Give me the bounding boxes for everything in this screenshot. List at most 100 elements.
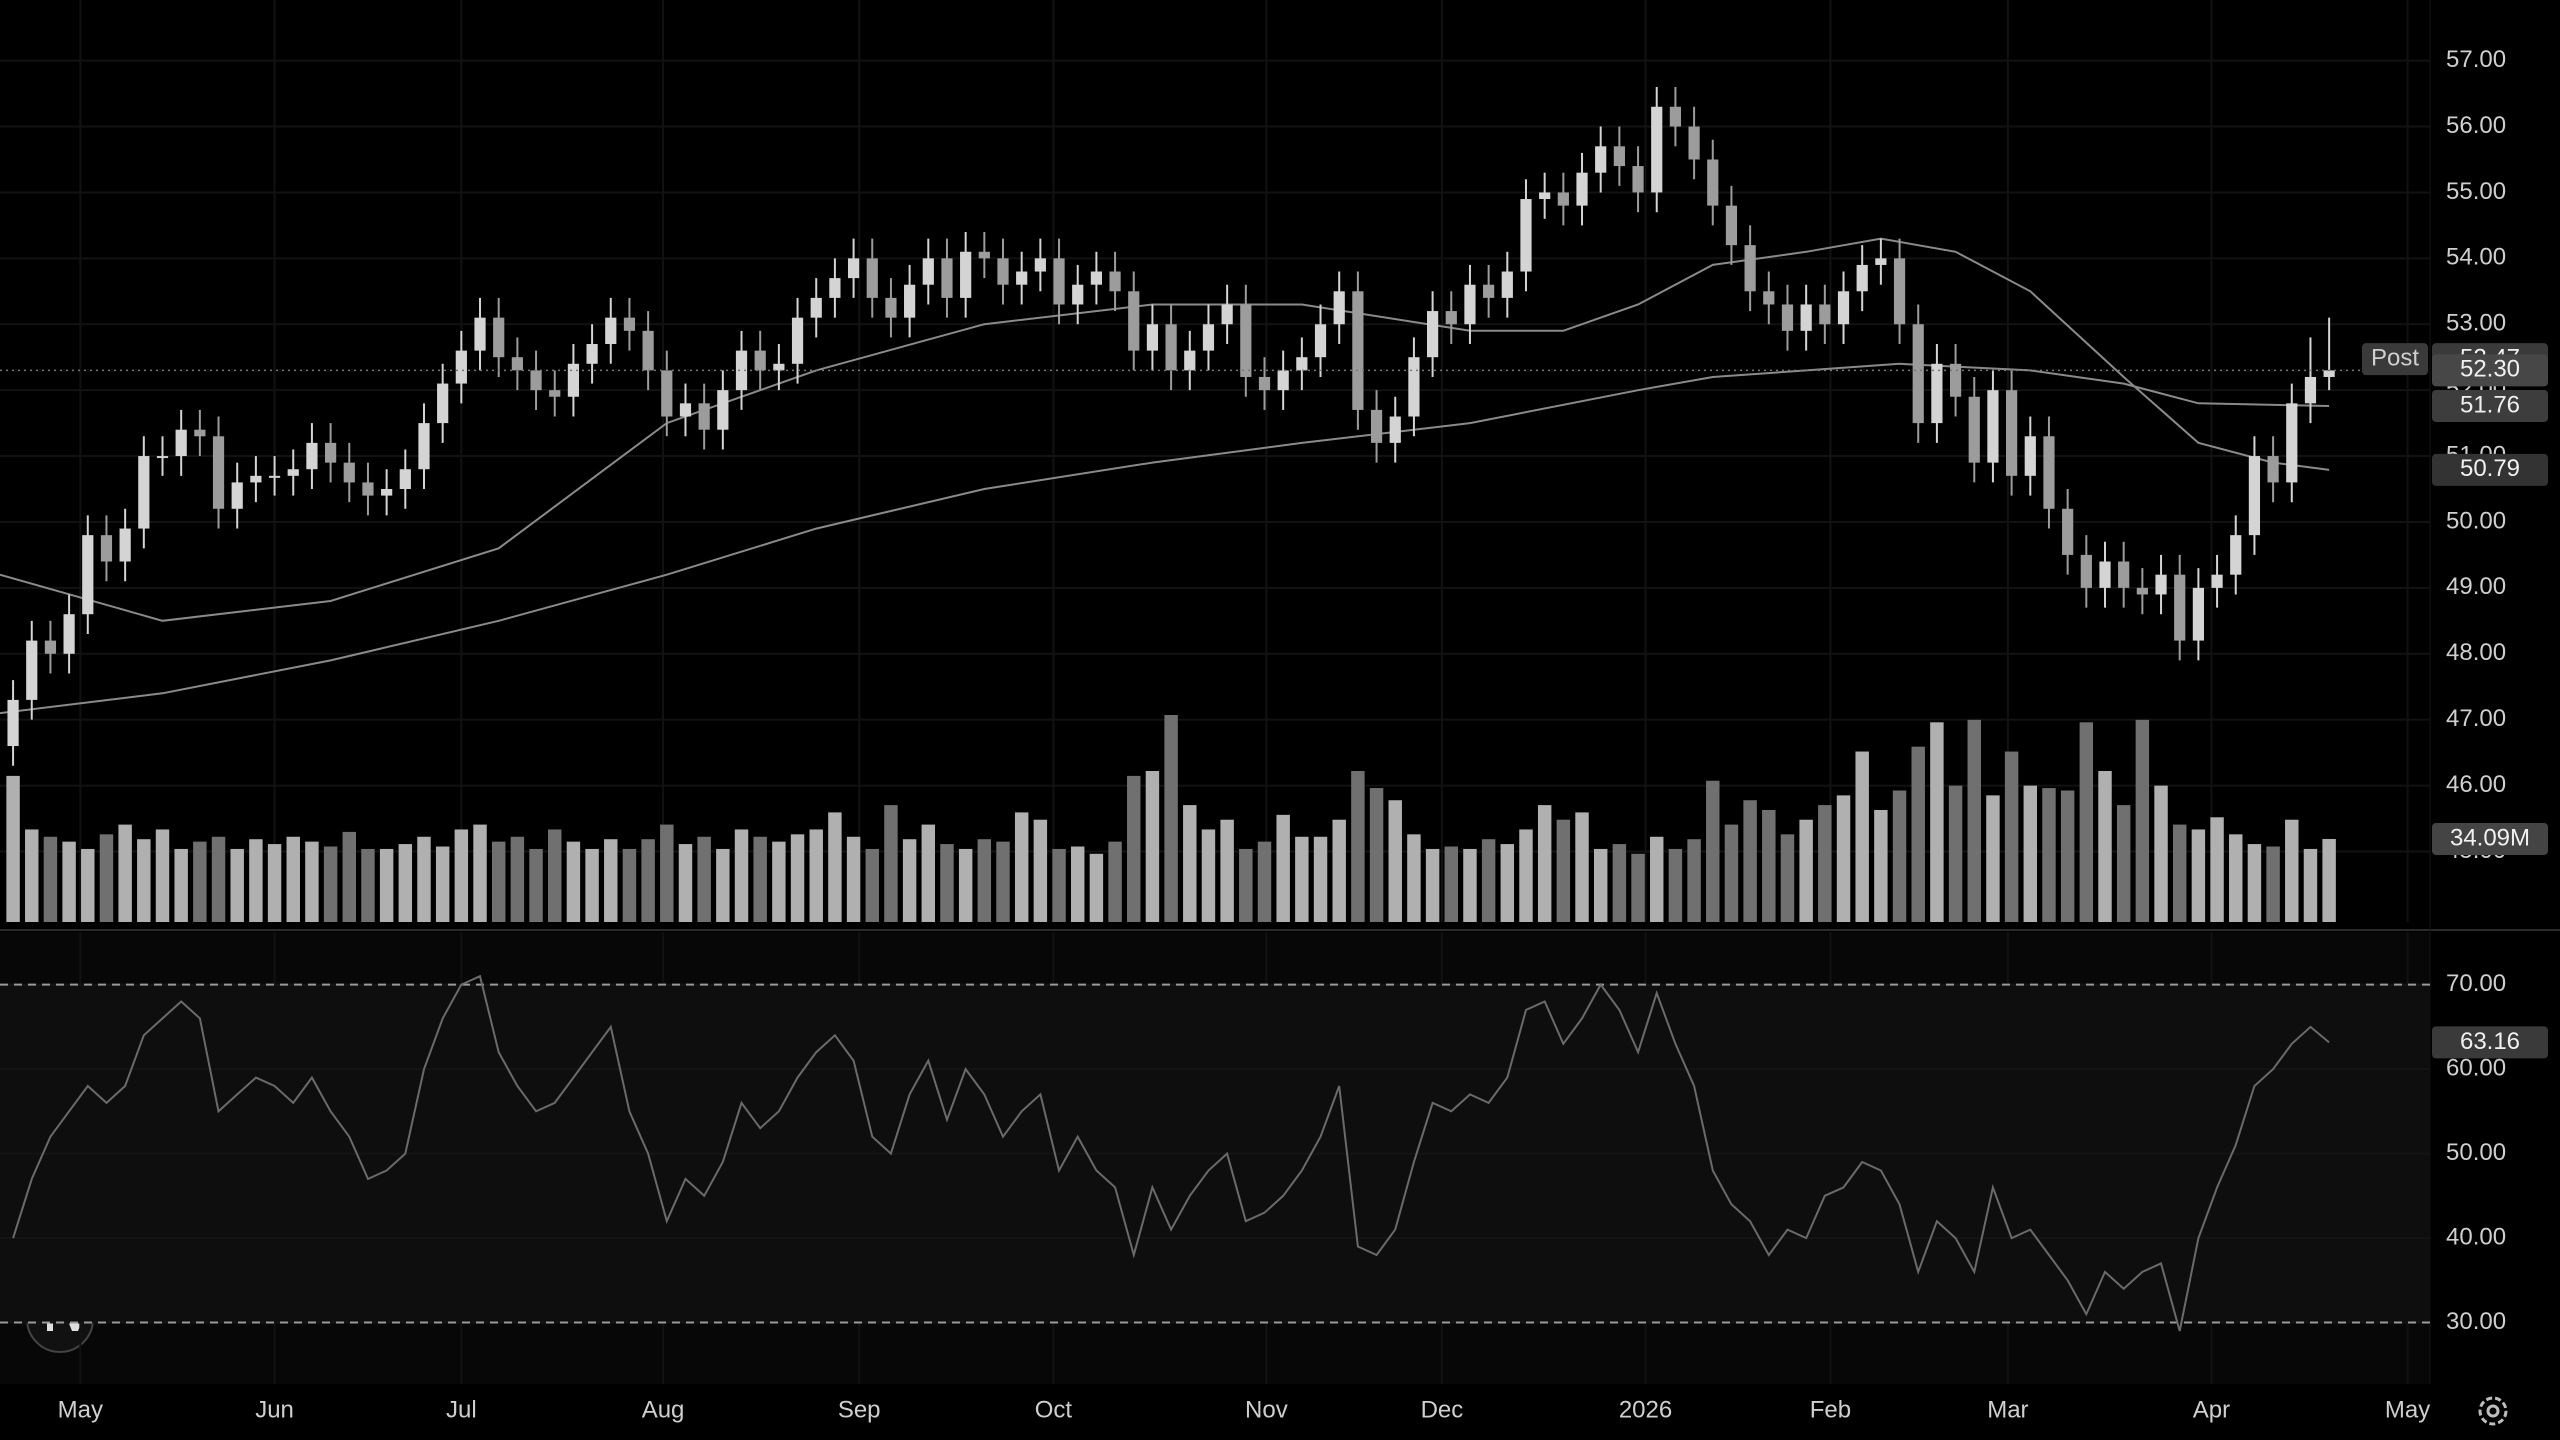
candle-body <box>549 390 561 397</box>
candle-body <box>1426 311 1439 358</box>
volume-bar <box>6 775 20 922</box>
x-tick-label: Nov <box>1245 1396 1288 1423</box>
settings-button[interactable] <box>2478 1396 2508 1426</box>
candle-body <box>1576 172 1588 206</box>
volume-bar <box>1762 809 1776 922</box>
candle-body <box>156 456 169 459</box>
candle-body <box>717 390 729 430</box>
price-badge-label: 51.76 <box>2460 391 2520 418</box>
candle-body <box>1072 284 1084 305</box>
candle-body <box>231 482 243 509</box>
volume-bar <box>323 846 338 922</box>
volume-bar <box>734 829 749 922</box>
volume-bar <box>2303 848 2318 922</box>
candle-body <box>904 284 916 318</box>
price-badge-label: 63.16 <box>2460 1028 2520 1055</box>
y-tick-label: 49.00 <box>2446 573 2506 600</box>
volume-bar <box>1444 846 1458 922</box>
y-tick-label: 54.00 <box>2446 244 2506 271</box>
candle-body <box>1408 357 1420 417</box>
candle-body <box>362 482 374 496</box>
candle-body <box>1221 304 1233 325</box>
candle-body <box>287 469 299 476</box>
candle-body <box>1109 271 1121 292</box>
volume-bar <box>622 848 637 922</box>
volume-bar <box>1874 809 1888 922</box>
volume-bar <box>1164 715 1178 922</box>
volume-bar <box>1239 848 1253 922</box>
candle-body <box>100 535 113 562</box>
volume-bar <box>1108 841 1122 922</box>
x-tick-label: Feb <box>1810 1396 1851 1423</box>
candle-body <box>119 528 131 562</box>
candle-body <box>2155 574 2167 595</box>
rsi-line <box>12 974 2330 1332</box>
candle-body <box>1875 258 1887 265</box>
candle-body <box>1090 271 1102 285</box>
candle-body <box>1053 258 1065 305</box>
candle-body <box>1557 192 1569 206</box>
candle-body <box>2211 574 2223 588</box>
y-tick-label: 50.00 <box>2446 507 2506 534</box>
volume-bar <box>473 824 487 922</box>
x-tick-label: Jul <box>446 1396 477 1423</box>
rsi-tick-label: 60.00 <box>2446 1054 2506 1081</box>
candle-body <box>1613 146 1625 167</box>
y-tick-label: 57.00 <box>2446 46 2506 73</box>
candle-body <box>2043 436 2055 509</box>
candle-body <box>493 317 505 358</box>
candle-body <box>1949 363 1962 397</box>
rsi-tick-label: 30.00 <box>2446 1308 2506 1335</box>
candle-body <box>1165 324 1177 371</box>
volume-bar <box>2322 838 2336 922</box>
candle-body <box>922 258 934 285</box>
volume-bar <box>1332 819 1346 922</box>
volume-bar <box>846 836 861 922</box>
y-tick-label: 56.00 <box>2446 112 2506 139</box>
volume-bar <box>417 836 431 922</box>
candle-body <box>1277 370 1289 391</box>
gear-outer[interactable] <box>2478 1396 2508 1426</box>
candle-body <box>343 462 355 483</box>
volume-bar <box>2154 785 2168 922</box>
candle-body <box>1501 271 1513 298</box>
candle-body <box>567 363 580 397</box>
candle-body <box>2323 370 2335 377</box>
volume-bar <box>1575 812 1589 922</box>
candle-body <box>194 429 206 437</box>
candle-body <box>623 317 636 331</box>
candle-body <box>698 403 710 430</box>
candle-body <box>1819 304 1831 325</box>
candle-body <box>1744 245 1756 292</box>
candle-body <box>1707 159 1719 206</box>
volume-bar <box>1033 819 1048 922</box>
volume-bar <box>249 839 263 922</box>
volume-bar <box>81 848 95 922</box>
candle-body <box>2174 574 2186 641</box>
volume-bar <box>1201 829 1216 922</box>
candle-body <box>1352 291 1364 410</box>
candle-body <box>1016 271 1028 285</box>
candle-body <box>1464 284 1476 325</box>
volume-bar <box>379 848 394 922</box>
candle-body <box>2099 561 2111 588</box>
volume-bar <box>1556 819 1571 922</box>
volume-bar <box>267 844 282 922</box>
volume-bar <box>1911 746 1925 922</box>
volume-bar <box>305 841 319 922</box>
candle-body <box>2304 376 2317 404</box>
price-badge <box>2432 453 2548 486</box>
volume-bar <box>454 829 469 922</box>
volume-bar <box>902 839 917 922</box>
candle-body <box>530 370 542 391</box>
y-tick-label: 47.00 <box>2446 705 2506 732</box>
candle-body <box>1314 324 1327 358</box>
candle-body <box>175 429 187 457</box>
candle-body <box>829 278 841 298</box>
volume-bar <box>211 836 226 922</box>
volume-bar <box>2023 785 2038 922</box>
volume-bar <box>1351 771 1365 922</box>
x-tick-label: Aug <box>642 1396 685 1423</box>
gear-inner[interactable] <box>2486 1404 2500 1418</box>
volume-bar <box>398 844 413 922</box>
